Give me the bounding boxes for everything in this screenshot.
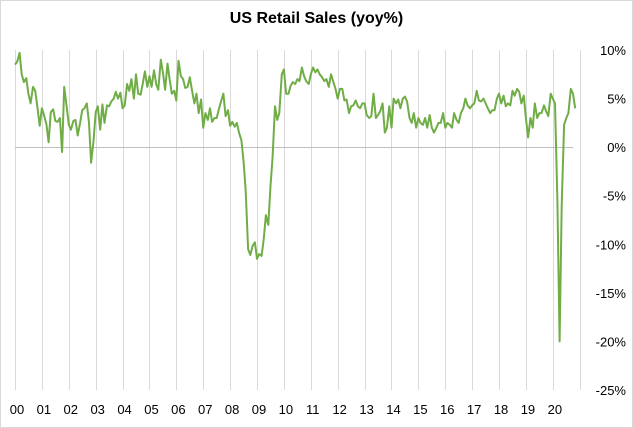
x-tick-label: 09 (252, 402, 266, 417)
x-tick-label: 18 (494, 402, 508, 417)
x-tick-label: 04 (117, 402, 131, 417)
x-tick-label: 12 (332, 402, 346, 417)
y-tick-label: 10% (600, 43, 626, 58)
x-tick-label: 16 (440, 402, 454, 417)
x-tick-label: 01 (37, 402, 51, 417)
x-tick-label: 08 (225, 402, 239, 417)
x-tick-label: 13 (359, 402, 373, 417)
y-tick-label: -25% (596, 383, 627, 398)
x-axis-tick-labels: 00 01 02 03 04 05 06 07 08 09 10 11 12 13 14 15 16 17 18 19… (10, 402, 562, 417)
x-tick-label: 03 (90, 402, 104, 417)
y-tick-label: -10% (596, 237, 627, 252)
x-tick-label: 02 (64, 402, 78, 417)
x-tick-label: 05 (144, 402, 158, 417)
chart-title: US Retail Sales (yoy%) (229, 10, 404, 27)
y-tick-label: -20% (596, 334, 627, 349)
x-tick-label: 14 (386, 402, 400, 417)
x-tick-label: 19 (521, 402, 535, 417)
y-tick-label: 0% (607, 140, 626, 155)
series-group (14, 51, 577, 343)
x-tick-label: 20 (548, 402, 562, 417)
y-tick-label: 5% (607, 92, 626, 107)
x-tick-label: 06 (171, 402, 185, 417)
x-tick-label: 00 (10, 402, 24, 417)
x-tick-label: 15 (413, 402, 427, 417)
x-tick-label: 17 (467, 402, 481, 417)
x-tick-label: 10 (279, 402, 293, 417)
y-tick-label: -5% (603, 189, 627, 204)
x-tick-label: 11 (306, 402, 320, 417)
x-tick-label: 07 (198, 402, 212, 417)
y-tick-label: -15% (596, 286, 627, 301)
y-axis-tick-labels: 10% 5% 0% -5% -10% -15% -20% -25% (596, 43, 627, 398)
series-line (14, 51, 577, 343)
